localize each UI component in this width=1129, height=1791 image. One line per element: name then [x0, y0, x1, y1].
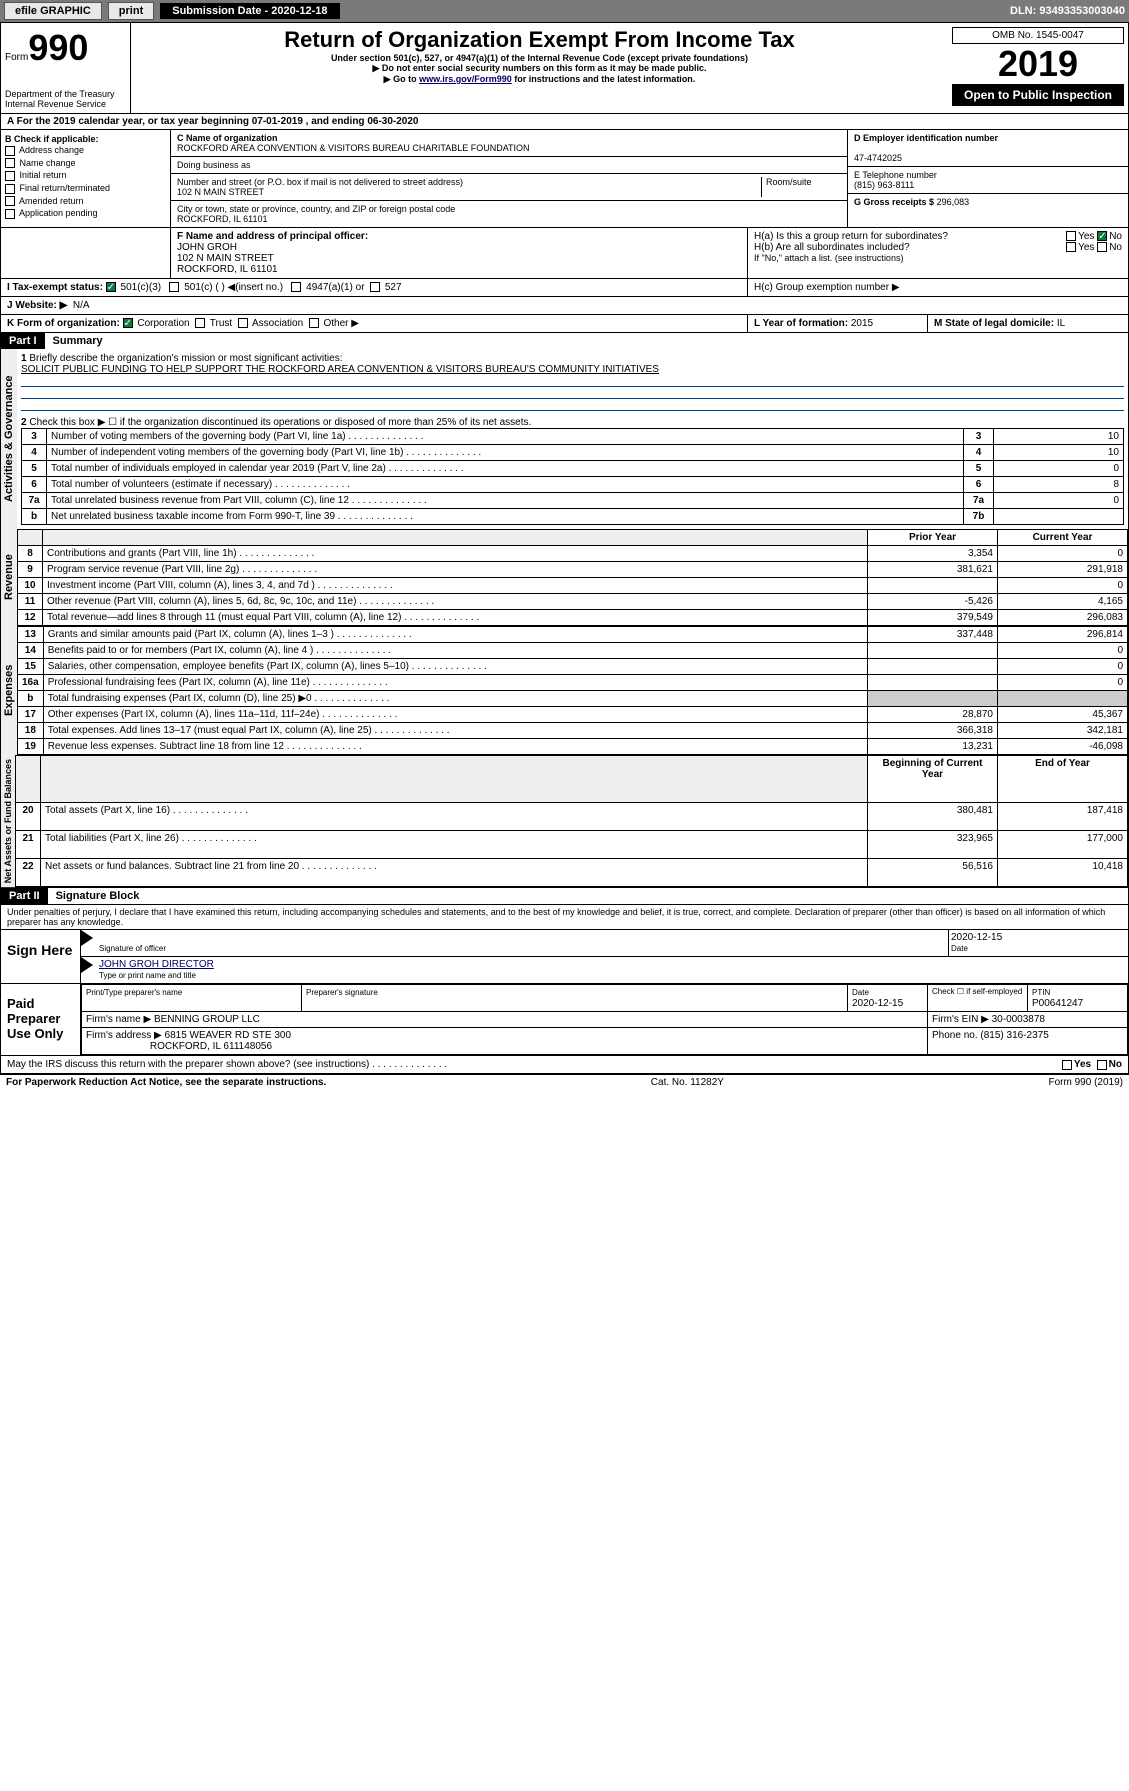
table-row: 4Number of independent voting members of…	[22, 445, 1124, 461]
tax-year: 2019	[952, 46, 1124, 82]
irs-label: Internal Revenue Service	[5, 99, 126, 109]
footer-left: For Paperwork Reduction Act Notice, see …	[6, 1077, 326, 1088]
subtitle-1: Under section 501(c), 527, or 4947(a)(1)…	[139, 53, 940, 63]
box-g: G Gross receipts $ 296,083	[848, 194, 1128, 210]
box-c-city: City or town, state or province, country…	[171, 201, 847, 227]
print-button[interactable]: print	[108, 2, 154, 20]
form-number: 990	[28, 27, 88, 68]
part-2: Part IISignature Block	[0, 888, 1129, 905]
side-label-revenue: Revenue	[1, 529, 17, 626]
table-row: bTotal fundraising expenses (Part IX, co…	[18, 691, 1128, 707]
gov-table: 3Number of voting members of the governi…	[21, 428, 1124, 525]
footer-right: Form 990 (2019)	[1049, 1077, 1123, 1088]
footer: For Paperwork Reduction Act Notice, see …	[0, 1074, 1129, 1090]
mission-text: SOLICIT PUBLIC FUNDING TO HELP SUPPORT T…	[21, 364, 1124, 375]
table-row: 14Benefits paid to or for members (Part …	[18, 643, 1128, 659]
part2-header: Part II	[1, 888, 48, 904]
box-c-name: C Name of organization ROCKFORD AREA CON…	[171, 130, 847, 157]
table-row: 15Salaries, other compensation, employee…	[18, 659, 1128, 675]
subtitle-3: ▶ Go to www.irs.gov/Form990 for instruct…	[139, 74, 940, 85]
sign-here: Sign Here Signature of officer 2020-12-1…	[0, 930, 1129, 984]
arrow-icon	[81, 957, 93, 973]
efile-button[interactable]: efile GRAPHIC	[4, 2, 102, 20]
main-title: Return of Organization Exempt From Incom…	[139, 27, 940, 53]
perjury-text: Under penalties of perjury, I declare th…	[0, 905, 1129, 930]
checkbox-item: Address change	[5, 144, 166, 157]
footer-mid: Cat. No. 11282Y	[651, 1077, 724, 1088]
boxes-bcdefg: B Check if applicable: Address change Na…	[0, 130, 1129, 228]
omb-number: OMB No. 1545-0047	[952, 27, 1124, 44]
submission-date: Submission Date - 2020-12-18	[160, 3, 339, 19]
box-b: B Check if applicable: Address change Na…	[1, 130, 171, 227]
boxes-ihc: I Tax-exempt status: 501(c)(3) 501(c) ( …	[0, 279, 1129, 297]
box-d: D Employer identification number47-47420…	[848, 130, 1128, 167]
table-row: 5Total number of individuals employed in…	[22, 461, 1124, 477]
table-row: 11Other revenue (Part VIII, column (A), …	[18, 594, 1128, 610]
table-row: 19Revenue less expenses. Subtract line 1…	[18, 739, 1128, 755]
box-c-dba: Doing business as	[171, 157, 847, 174]
toolbar: efile GRAPHIC print Submission Date - 20…	[0, 0, 1129, 22]
box-f: F Name and address of principal officer:…	[171, 228, 748, 278]
boxes-klm: K Form of organization: Corporation Trus…	[0, 315, 1129, 333]
subtitle-2: ▶ Do not enter social security numbers o…	[139, 63, 940, 74]
side-label-expenses: Expenses	[1, 626, 17, 755]
table-row: 3Number of voting members of the governi…	[22, 429, 1124, 445]
box-hc: H(c) Group exemption number ▶	[748, 279, 1128, 296]
table-row: 17Other expenses (Part IX, column (A), l…	[18, 707, 1128, 723]
table-row: 7aTotal unrelated business revenue from …	[22, 493, 1124, 509]
table-row: 6Total number of volunteers (estimate if…	[22, 477, 1124, 493]
form-header: Form990 Department of the Treasury Inter…	[0, 22, 1129, 114]
dln: DLN: 93493353003040	[1010, 5, 1125, 17]
checkbox-item: Initial return	[5, 169, 166, 182]
box-k: K Form of organization: Corporation Trus…	[1, 315, 748, 332]
open-public: Open to Public Inspection	[952, 84, 1124, 106]
checkbox-item: Application pending	[5, 207, 166, 220]
revenue-table: Prior YearCurrent Year8Contributions and…	[17, 529, 1128, 626]
table-row: 16aProfessional fundraising fees (Part I…	[18, 675, 1128, 691]
box-i: I Tax-exempt status: 501(c)(3) 501(c) ( …	[1, 279, 748, 296]
table-row: 9Program service revenue (Part VIII, lin…	[18, 562, 1128, 578]
table-row: 21Total liabilities (Part X, line 26)323…	[16, 831, 1128, 859]
box-h: H(a) Is this a group return for subordin…	[748, 228, 1128, 278]
checkbox-item: Final return/terminated	[5, 182, 166, 195]
form-label: Form	[5, 52, 28, 63]
table-row: 12Total revenue—add lines 8 through 11 (…	[18, 610, 1128, 626]
part1-header: Part I	[1, 333, 45, 349]
line-a: A For the 2019 calendar year, or tax yea…	[0, 114, 1129, 130]
table-row: 8Contributions and grants (Part VIII, li…	[18, 546, 1128, 562]
side-label-netassets: Net Assets or Fund Balances	[1, 755, 15, 887]
discuss-row: May the IRS discuss this return with the…	[0, 1056, 1129, 1074]
checkbox-item: Amended return	[5, 195, 166, 208]
table-row: 22Net assets or fund balances. Subtract …	[16, 859, 1128, 887]
table-row: 20Total assets (Part X, line 16)380,4811…	[16, 803, 1128, 831]
table-row: 10Investment income (Part VIII, column (…	[18, 578, 1128, 594]
part-1: Part ISummary Activities & Governance 1 …	[0, 333, 1129, 888]
expenses-table: 13Grants and similar amounts paid (Part …	[17, 626, 1128, 755]
box-l: L Year of formation: 2015	[748, 315, 928, 332]
checkbox-item: Name change	[5, 157, 166, 170]
box-j: J Website: ▶ N/A	[0, 297, 1129, 315]
side-label-activities: Activities & Governance	[1, 349, 17, 529]
table-row: bNet unrelated business taxable income f…	[22, 509, 1124, 525]
dept-label: Department of the Treasury	[5, 89, 126, 99]
signer-name-link[interactable]: JOHN GROH DIRECTOR	[99, 959, 214, 970]
irs-link[interactable]: www.irs.gov/Form990	[419, 74, 512, 84]
box-e: E Telephone number(815) 963-8111	[848, 167, 1128, 194]
table-row: 18Total expenses. Add lines 13–17 (must …	[18, 723, 1128, 739]
netassets-table: Beginning of Current YearEnd of Year20To…	[15, 755, 1128, 887]
paid-preparer: Paid Preparer Use Only Print/Type prepar…	[0, 984, 1129, 1056]
boxes-fh: F Name and address of principal officer:…	[0, 228, 1129, 279]
table-row: 13Grants and similar amounts paid (Part …	[18, 627, 1128, 643]
box-m: M State of legal domicile: IL	[928, 315, 1128, 332]
arrow-icon	[81, 930, 93, 946]
